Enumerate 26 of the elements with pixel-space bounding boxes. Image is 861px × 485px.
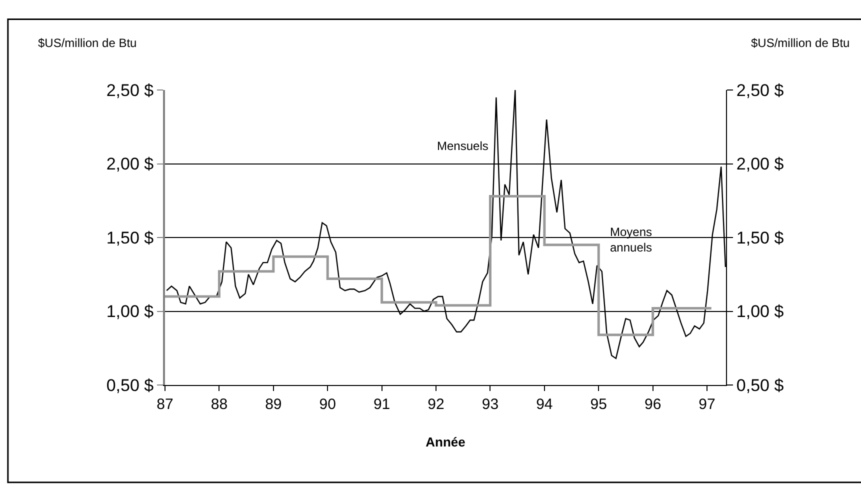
y2-axis-title: $US/million de Btu	[751, 36, 850, 50]
x-tick-label: 96	[644, 396, 662, 413]
series-label: Moyens annuels	[610, 225, 652, 255]
x-tick-label: 95	[590, 396, 607, 413]
x-tick-label: 91	[373, 396, 390, 413]
y-tick-label: 2,50 $	[106, 80, 154, 100]
y2-tick-label: 2,50 $	[736, 80, 784, 100]
y-tick-label: 2,00 $	[106, 154, 154, 174]
y2-tick-label: 1,00 $	[736, 302, 784, 322]
x-tick-label: 93	[482, 396, 499, 413]
x-tick-label: 88	[210, 396, 228, 413]
y2-tick-label: 1,50 $	[736, 228, 784, 248]
x-tick-label: 87	[156, 396, 174, 413]
y2-tick-label: 2,00 $	[736, 154, 784, 174]
y-tick-label: 0,50 $	[106, 376, 154, 395]
y-tick-label: 1,00 $	[106, 302, 154, 322]
y2-tick-label: 0,50 $	[736, 376, 784, 395]
x-tick-label: 97	[698, 396, 716, 413]
x-tick-label: 92	[428, 396, 444, 413]
y-axis-title: $US/million de Btu	[38, 36, 137, 50]
x-tick-label: 90	[319, 396, 336, 413]
y-tick-label: 1,50 $	[106, 228, 154, 248]
x-tick-label: 94	[536, 396, 553, 413]
series-label: Mensuels	[437, 139, 488, 153]
x-axis-title: Année	[426, 434, 466, 450]
x-tick-label: 89	[265, 396, 282, 413]
